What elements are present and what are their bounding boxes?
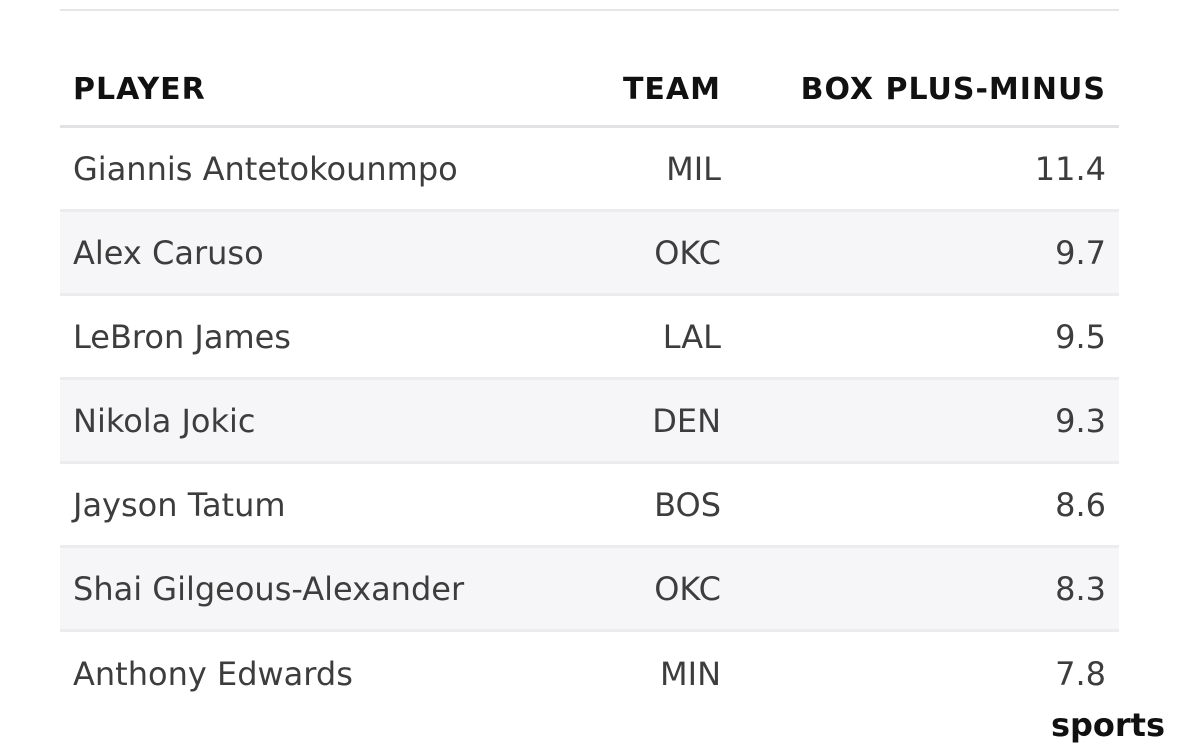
table-row: Nikola Jokic DEN 9.3 [60, 380, 1119, 464]
column-header-team[interactable]: TEAM [622, 72, 721, 107]
box-plus-minus-cell: 9.7 [1055, 233, 1106, 272]
box-plus-minus-cell: 9.5 [1055, 317, 1106, 356]
sports-watermark: sports [1050, 706, 1165, 744]
box-plus-minus-cell: 11.4 [1034, 149, 1106, 188]
player-name-cell: Shai Gilgeous-Alexander [73, 569, 465, 608]
table-row: Anthony Edwards MIN 7.8 [60, 632, 1119, 716]
box-plus-minus-cell: 8.3 [1055, 569, 1106, 608]
player-name-cell: Anthony Edwards [73, 655, 353, 693]
team-cell: MIL [666, 149, 721, 188]
box-plus-minus-cell: 7.8 [1055, 655, 1106, 693]
table-header-row: PLAYER TEAM BOX PLUS-MINUS [60, 54, 1119, 128]
player-name-cell: Jayson Tatum [73, 485, 286, 524]
column-header-player[interactable]: PLAYER [73, 72, 206, 107]
team-cell: DEN [652, 401, 721, 440]
player-name-cell: LeBron James [73, 317, 291, 356]
team-cell: BOS [654, 485, 721, 524]
top-divider [60, 9, 1119, 11]
box-plus-minus-cell: 8.6 [1055, 485, 1106, 524]
team-cell: OKC [654, 569, 721, 608]
table-row: Giannis Antetokounmpo MIL 11.4 [60, 128, 1119, 212]
team-cell: MIN [660, 655, 721, 693]
player-name-cell: Alex Caruso [73, 233, 264, 272]
player-name-cell: Nikola Jokic [73, 401, 256, 440]
table-body: Giannis Antetokounmpo MIL 11.4 Alex Caru… [60, 128, 1119, 716]
table-row: LeBron James LAL 9.5 [60, 296, 1119, 380]
table-row: Jayson Tatum BOS 8.6 [60, 464, 1119, 548]
player-name-cell: Giannis Antetokounmpo [73, 149, 458, 188]
team-cell: LAL [662, 317, 721, 356]
team-cell: OKC [654, 233, 721, 272]
table-row: Alex Caruso OKC 9.7 [60, 212, 1119, 296]
column-header-box-plus-minus[interactable]: BOX PLUS-MINUS [800, 72, 1106, 107]
box-plus-minus-cell: 9.3 [1055, 401, 1106, 440]
table-row: Shai Gilgeous-Alexander OKC 8.3 [60, 548, 1119, 632]
box-plus-minus-table: PLAYER TEAM BOX PLUS-MINUS Giannis Antet… [60, 54, 1119, 716]
